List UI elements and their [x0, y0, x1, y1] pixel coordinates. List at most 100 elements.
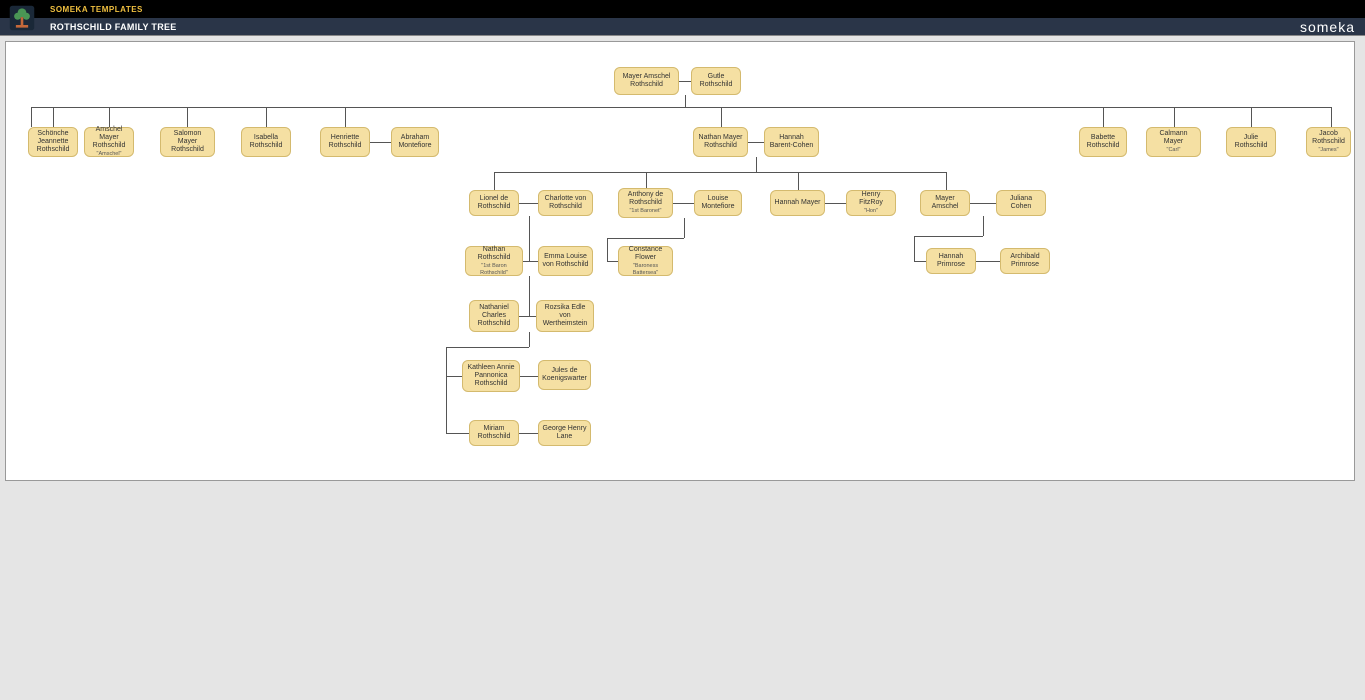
tree-logo-icon	[8, 4, 36, 32]
connector	[519, 433, 538, 434]
tree-node: Lionel de Rothschild	[469, 190, 519, 216]
tree-node: Babette Rothschild	[1079, 127, 1127, 157]
logo-text: someka	[1300, 19, 1355, 35]
connector	[673, 203, 694, 204]
node-label: Constance Flower	[621, 246, 670, 262]
connector	[370, 142, 391, 143]
connector	[1251, 107, 1252, 127]
header-bar: SOMEKA TEMPLATES	[0, 0, 1365, 18]
connector	[685, 95, 686, 107]
connector	[1103, 107, 1104, 127]
node-sublabel: "1st Baron Rothschild"	[468, 263, 520, 276]
connector	[914, 236, 915, 261]
connector	[187, 107, 188, 127]
connector	[756, 157, 757, 172]
tree-node: Nathaniel Charles Rothschild	[469, 300, 519, 332]
connector	[31, 107, 1331, 108]
tree-node: Constance Flower"Baroness Battersea"	[618, 246, 673, 276]
connector	[748, 142, 764, 143]
connector	[1174, 107, 1175, 127]
tree-node: Archibald Primrose	[1000, 248, 1050, 274]
tree-node: Nathan Mayer Rothschild	[693, 127, 748, 157]
connector	[494, 172, 495, 190]
node-label: Amschel Mayer Rothschild	[87, 126, 131, 150]
node-label: Lionel de Rothschild	[472, 195, 516, 211]
node-label: Mayer Amschel Rothschild	[617, 73, 676, 89]
connector	[1331, 107, 1332, 127]
node-label: Mayer Amschel	[923, 195, 967, 211]
node-label: Charlotte von Rothschild	[541, 195, 590, 211]
node-label: Rozsika Edle von Wertheimstein	[539, 304, 591, 328]
node-label: George Henry Lane	[541, 425, 588, 441]
tree-canvas: Mayer Amschel Rothschild Gutle Rothschild…	[5, 41, 1355, 481]
node-label: Hannah Barent-Cohen	[767, 134, 816, 150]
connector	[983, 216, 984, 236]
connector	[519, 203, 538, 204]
tree-node: George Henry Lane	[538, 420, 591, 446]
node-label: Miriam Rothschild	[472, 425, 516, 441]
node-sublabel: "1st Baronet"	[629, 208, 661, 214]
tree-node: Amschel Mayer Rothschild"Amschel"	[84, 127, 134, 157]
connector	[446, 376, 462, 377]
connector	[607, 261, 618, 262]
tree-node: Julie Rothschild	[1226, 127, 1276, 157]
tree-node: Jacob Rothschild"James"	[1306, 127, 1351, 157]
tree-node: Schönche Jeannette Rothschild	[28, 127, 78, 157]
tree-node: Gutle Rothschild	[691, 67, 741, 95]
connector	[607, 238, 608, 261]
node-label: Henriette Rothschild	[323, 134, 367, 150]
node-label: Kathleen Annie Pannonica Rothschild	[465, 364, 517, 388]
connector	[976, 261, 1000, 262]
node-sublabel: "Hon"	[864, 208, 878, 214]
tree-node: Kathleen Annie Pannonica Rothschild	[462, 360, 520, 392]
tree-node: Mayer Amschel	[920, 190, 970, 216]
node-label: Salomon Mayer Rothschild	[163, 130, 212, 154]
node-label: Gutle Rothschild	[694, 73, 738, 89]
node-label: Emma Louise von Rothschild	[541, 253, 590, 269]
canvas-wrap: Mayer Amschel Rothschild Gutle Rothschild…	[0, 36, 1365, 486]
tree-node: Hannah Barent-Cohen	[764, 127, 819, 157]
tree-node: Juliana Cohen	[996, 190, 1046, 216]
tree-node: Rozsika Edle von Wertheimstein	[536, 300, 594, 332]
connector	[684, 218, 685, 238]
node-label: Henry FitzRoy	[849, 191, 893, 207]
connector	[520, 376, 538, 377]
connector	[446, 347, 447, 433]
connector	[914, 236, 983, 237]
connector	[529, 216, 530, 261]
tree-node: Henriette Rothschild	[320, 127, 370, 157]
connector	[446, 347, 529, 348]
brand-label: SOMEKA TEMPLATES	[50, 5, 143, 14]
connector	[679, 81, 691, 82]
node-label: Calmann Mayer	[1149, 130, 1198, 146]
node-label: Louise Montefiore	[697, 195, 739, 211]
tree-node: Jules de Koenigswarter	[538, 360, 591, 390]
connector	[914, 261, 926, 262]
connector	[31, 107, 32, 127]
node-label: Abraham Montefiore	[394, 134, 436, 150]
tree-node: Miriam Rothschild	[469, 420, 519, 446]
connector	[519, 316, 536, 317]
tree-node: Mayer Amschel Rothschild	[614, 67, 679, 95]
node-label: Anthony de Rothschild	[621, 191, 670, 207]
connector	[345, 107, 346, 127]
node-label: Hannah Primrose	[929, 253, 973, 269]
connector	[523, 261, 538, 262]
tree-node: Anthony de Rothschild"1st Baronet"	[618, 188, 673, 218]
node-label: Julie Rothschild	[1229, 134, 1273, 150]
tree-node: Isabella Rothschild	[241, 127, 291, 157]
tree-node: Charlotte von Rothschild	[538, 190, 593, 216]
tree-node: Calmann Mayer"Carl"	[1146, 127, 1201, 157]
tree-node: Henry FitzRoy"Hon"	[846, 190, 896, 216]
node-label: Hannah Mayer	[775, 199, 821, 207]
connector	[494, 172, 946, 173]
connector	[529, 276, 530, 316]
tree-node: Louise Montefiore	[694, 190, 742, 216]
tree-node: Emma Louise von Rothschild	[538, 246, 593, 276]
connector	[109, 107, 110, 127]
node-label: Juliana Cohen	[999, 195, 1043, 211]
subheader-bar: ROTHSCHILD FAMILY TREE someka	[0, 18, 1365, 36]
tree-node: Nathan Rothschild"1st Baron Rothschild"	[465, 246, 523, 276]
connector	[798, 172, 799, 190]
node-label: Nathaniel Charles Rothschild	[472, 304, 516, 328]
